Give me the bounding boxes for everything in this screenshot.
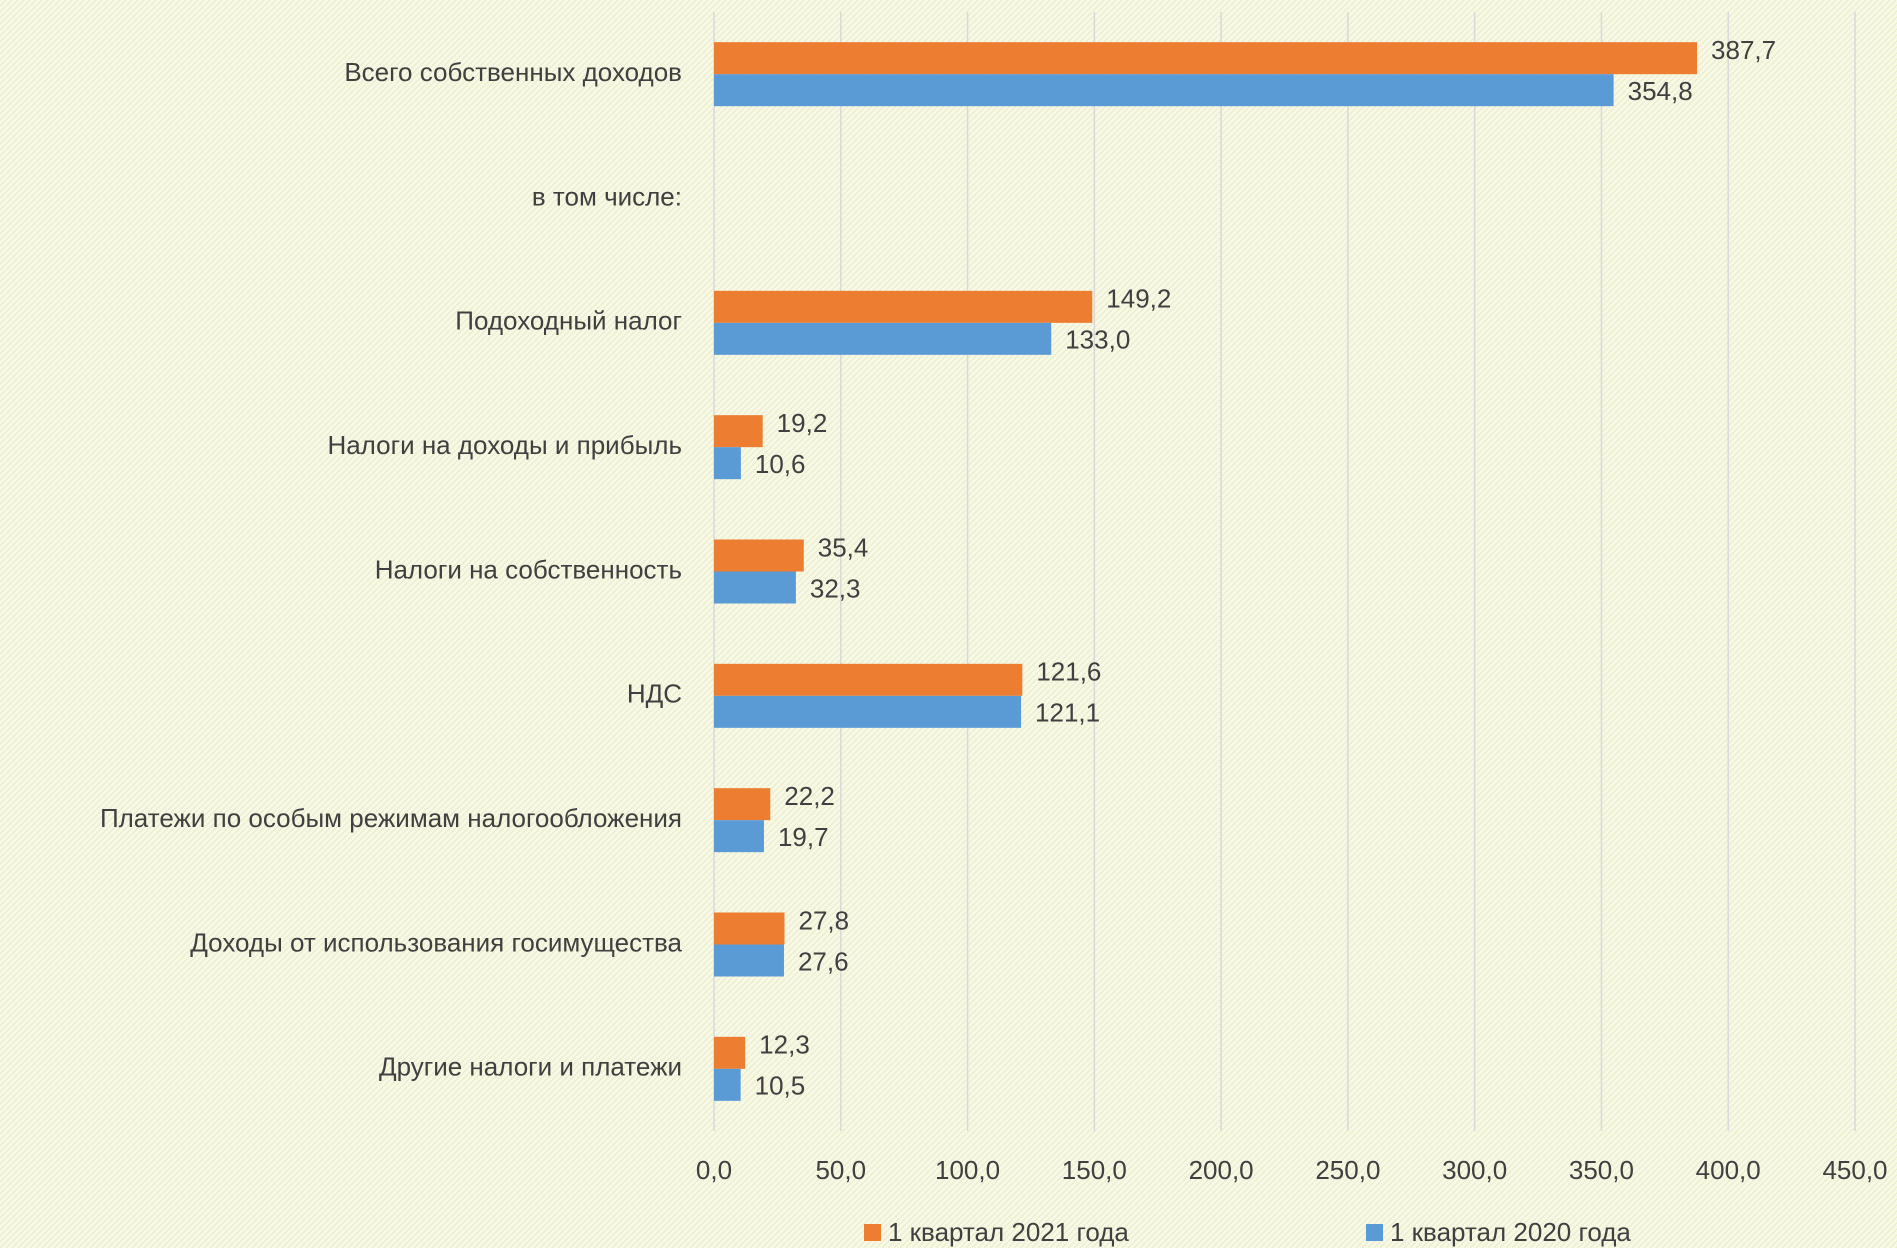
- x-tick-label: 400,0: [1696, 1155, 1761, 1185]
- bar: [714, 1068, 741, 1101]
- y-tick-label: Доходы от использования госимущества: [190, 927, 682, 957]
- y-tick-label: Всего собственных доходов: [344, 57, 682, 87]
- bar: [714, 539, 804, 572]
- legend-swatch: [864, 1224, 881, 1241]
- y-tick-label: Другие налоги и платежи: [379, 1052, 682, 1082]
- value-label: 22,2: [784, 781, 835, 811]
- bar: [714, 322, 1052, 355]
- value-label: 354,8: [1628, 76, 1693, 106]
- value-label: 387,7: [1711, 35, 1776, 65]
- value-label: 121,6: [1036, 657, 1101, 687]
- y-tick-label: Налоги на собственность: [375, 554, 682, 584]
- value-label: 12,3: [759, 1030, 810, 1060]
- value-label: 19,7: [778, 822, 829, 852]
- value-label: 10,6: [755, 449, 806, 479]
- bar: [714, 42, 1698, 75]
- value-label: 32,3: [810, 573, 861, 603]
- x-tick-label: 450,0: [1822, 1155, 1887, 1185]
- y-tick-label: Подоходный налог: [455, 306, 682, 336]
- bar: [714, 571, 796, 604]
- bar: [714, 695, 1022, 728]
- x-tick-label: 250,0: [1315, 1155, 1380, 1185]
- x-tick-label: 150,0: [1062, 1155, 1127, 1185]
- bar: [714, 74, 1614, 107]
- y-tick-label: Платежи по особым режимам налогообложени…: [100, 803, 682, 833]
- legend-label: 1 квартал 2021 года: [888, 1217, 1129, 1247]
- y-tick-label: Налоги на доходы и прибыль: [327, 430, 682, 460]
- value-label: 35,4: [818, 532, 869, 562]
- x-tick-label: 100,0: [935, 1155, 1000, 1185]
- x-tick-label: 300,0: [1442, 1155, 1507, 1185]
- bar: [714, 1036, 746, 1069]
- x-tick-label: 0,0: [696, 1155, 732, 1185]
- bar: [714, 290, 1093, 323]
- legend-label: 1 квартал 2020 года: [1390, 1217, 1631, 1247]
- x-tick-label: 350,0: [1569, 1155, 1634, 1185]
- bar: [714, 912, 785, 945]
- legend-swatch: [1366, 1224, 1383, 1241]
- y-tick-label: в том числе:: [532, 181, 682, 211]
- value-label: 133,0: [1065, 325, 1130, 355]
- value-label: 27,6: [798, 946, 849, 976]
- value-label: 121,1: [1035, 698, 1100, 728]
- value-label: 10,5: [755, 1071, 806, 1101]
- value-label: 19,2: [777, 408, 828, 438]
- bar: [714, 415, 763, 448]
- bar: [714, 944, 784, 977]
- value-label: 27,8: [798, 905, 849, 935]
- x-tick-label: 200,0: [1189, 1155, 1254, 1185]
- bar: [714, 447, 741, 480]
- bar: [714, 820, 764, 853]
- y-tick-label: НДС: [627, 679, 682, 709]
- bar: [714, 663, 1023, 696]
- bar: [714, 788, 771, 821]
- x-tick-label: 50,0: [815, 1155, 866, 1185]
- value-label: 149,2: [1106, 284, 1171, 314]
